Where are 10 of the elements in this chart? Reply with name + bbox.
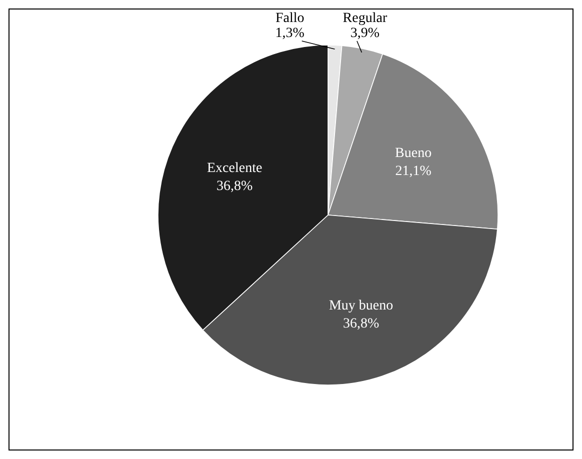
data-label: 21,1%	[395, 164, 432, 180]
data-label: 3,9%	[350, 26, 380, 41]
slice-label: Regular	[342, 11, 388, 26]
slice-label: Bueno	[395, 146, 432, 162]
slice-label: Muy bueno	[328, 298, 394, 314]
slice-label: Fallo	[275, 11, 304, 26]
slice-label: Excelente	[207, 161, 262, 176]
data-label: 36,8%	[342, 316, 380, 332]
data-label: 1,3%	[275, 26, 305, 41]
data-label: 36,8%	[216, 179, 254, 194]
